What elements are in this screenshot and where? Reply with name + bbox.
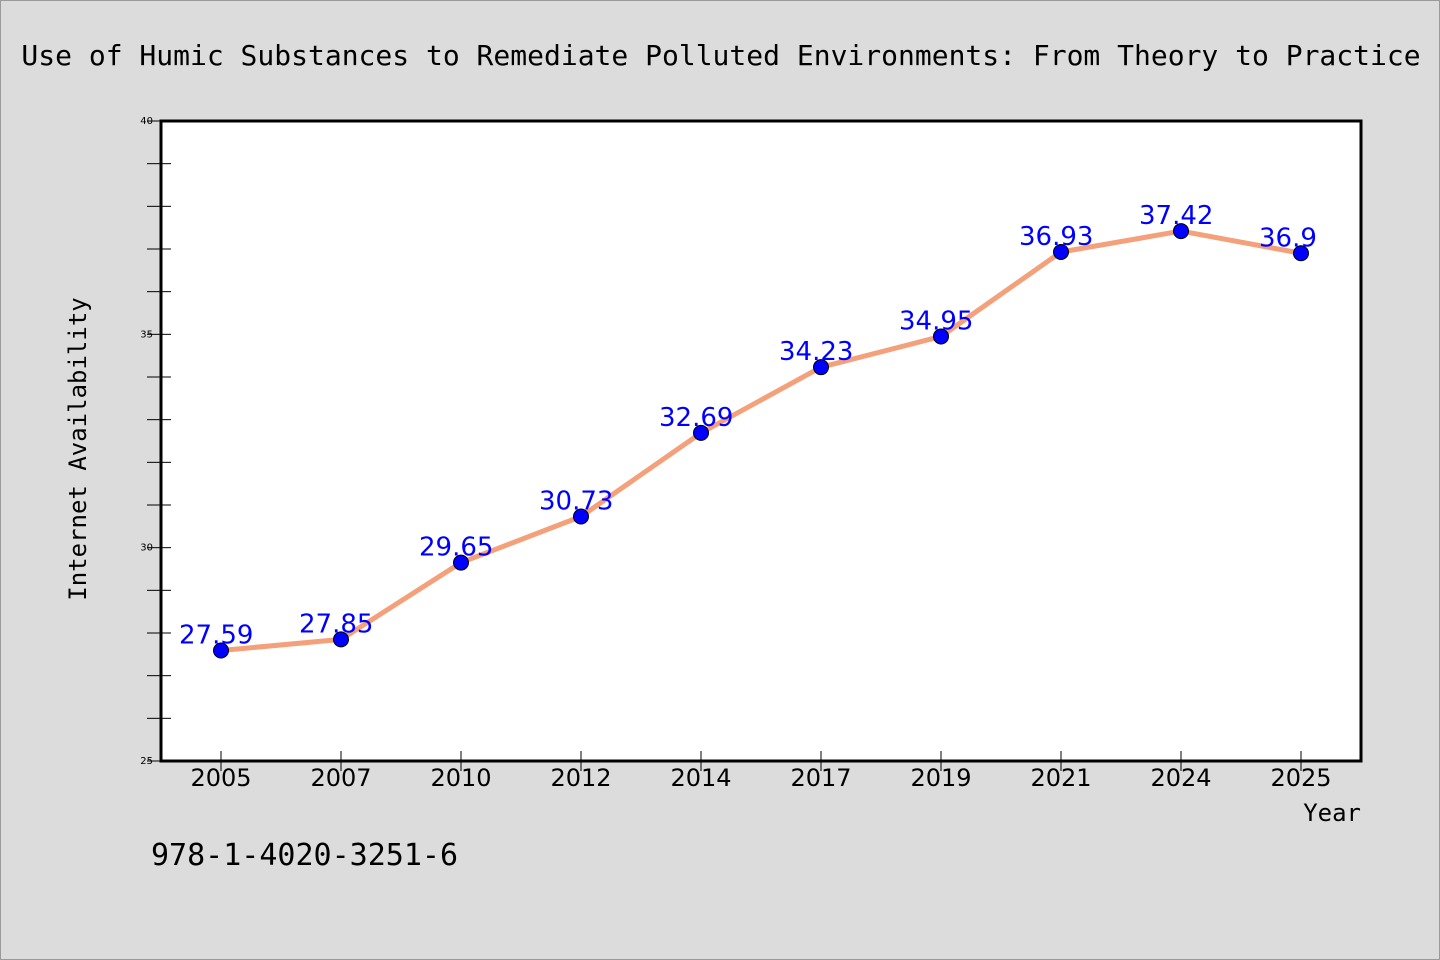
data-point (333, 631, 349, 648)
data-label: 34.95 (899, 306, 973, 336)
data-point (813, 359, 829, 376)
data-label: 36.9 (1259, 223, 1317, 253)
data-label: 34.23 (779, 337, 853, 367)
data-point (1293, 245, 1309, 262)
x-tick-label: 2024 (1150, 764, 1211, 792)
data-point (693, 424, 709, 441)
x-axis-ticks: 2005 2007 2010 2012 2014 2017 2019 2021 2024 2025 (190, 751, 1332, 792)
x-tick-label: 2017 (790, 764, 851, 792)
x-tick-label: 2005 (190, 764, 251, 792)
y-tick-label: 25 (140, 756, 153, 767)
data-point (933, 328, 949, 345)
data-point (1173, 223, 1189, 240)
isbn-label: 978-1-4020-3251-6 (151, 838, 458, 873)
x-tick-label: 2007 (310, 764, 371, 792)
y-axis-ticks: 25 30 35 40 (140, 116, 171, 767)
x-tick-label: 2019 (910, 764, 971, 792)
y-tick-label: 40 (140, 116, 153, 127)
y-tick-label: 30 (140, 543, 153, 554)
data-point (213, 642, 229, 659)
series-layer: 27.59 27.8529.6530.7332.6934.2334.9536.93… (179, 201, 1317, 659)
y-axis-label: Internet Availability (64, 297, 92, 600)
data-label: 36.93 (1019, 222, 1093, 252)
plot-area (159, 119, 1363, 763)
data-label: 32.69 (659, 403, 733, 433)
x-tick-label: 2021 (1030, 764, 1091, 792)
x-tick-label: 2025 (1270, 764, 1331, 792)
data-point (573, 508, 589, 525)
x-tick-label: 2012 (550, 764, 611, 792)
x-axis-label: Year (1303, 799, 1361, 827)
chart-title: Use of Humic Substances to Remediate Pol… (21, 39, 1420, 72)
y-tick-label: 35 (140, 329, 153, 340)
data-label: 29.65 (419, 533, 493, 563)
x-tick-label: 2014 (670, 764, 731, 792)
x-tick-label: 2010 (430, 764, 491, 792)
series-line (218, 228, 1304, 653)
data-label: 37.42 (1139, 201, 1213, 231)
data-label: 30.73 (539, 487, 613, 517)
data-point (453, 554, 469, 571)
data-point (1053, 243, 1069, 260)
data-label: 27.59 (179, 620, 253, 650)
data-label: 27.85 (299, 609, 373, 639)
